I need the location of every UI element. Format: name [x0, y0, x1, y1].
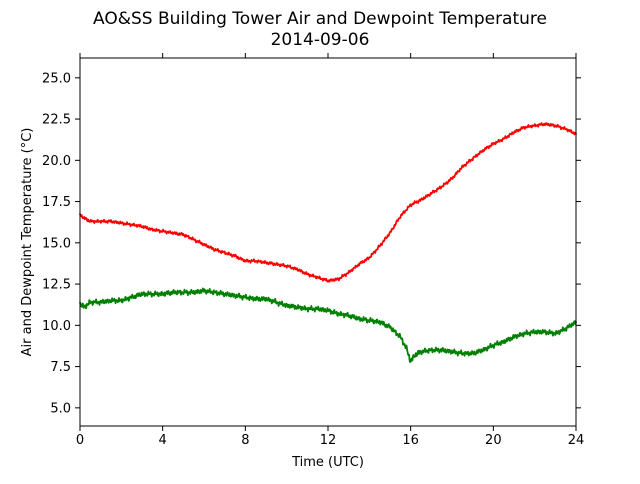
y-tick-label: 22.5 [42, 113, 71, 128]
y-tick-label: 12.5 [42, 278, 71, 293]
y-tick-label: 15.0 [42, 236, 71, 251]
y-axis-label: Air and Dewpoint Temperature (°C) [20, 128, 35, 357]
y-tick-label: 25.0 [42, 71, 71, 86]
y-tick-label: 7.5 [50, 360, 71, 375]
x-tick-label: 24 [568, 433, 585, 448]
x-axis-label: Time (UTC) [291, 455, 364, 470]
chart-title-line-2: 2014-09-06 [271, 30, 370, 50]
x-tick-label: 0 [76, 433, 84, 448]
axes-layer [79, 57, 577, 427]
ticks-layer: 0 4 8 12 16 20 24 5.0 7.5 10.0 12.5 15.0 17.5 20.0 22.… [42, 53, 584, 448]
series-layer [79, 122, 577, 363]
air-temperature-line [79, 122, 577, 283]
dewpoint-temperature-line [79, 287, 577, 363]
x-tick-label: 4 [159, 433, 167, 448]
y-tick-label: 5.0 [50, 401, 71, 416]
x-tick-label: 8 [241, 433, 249, 448]
plot-frame [79, 57, 577, 427]
x-tick-label: 20 [485, 433, 502, 448]
y-tick-label: 17.5 [42, 195, 71, 210]
x-tick-label: 12 [320, 433, 337, 448]
y-tick-label: 20.0 [42, 154, 71, 169]
x-tick-label: 16 [402, 433, 419, 448]
chart-title-line-1: AO&SS Building Tower Air and Dewpoint Te… [93, 9, 547, 29]
y-tick-label: 10.0 [42, 319, 71, 334]
